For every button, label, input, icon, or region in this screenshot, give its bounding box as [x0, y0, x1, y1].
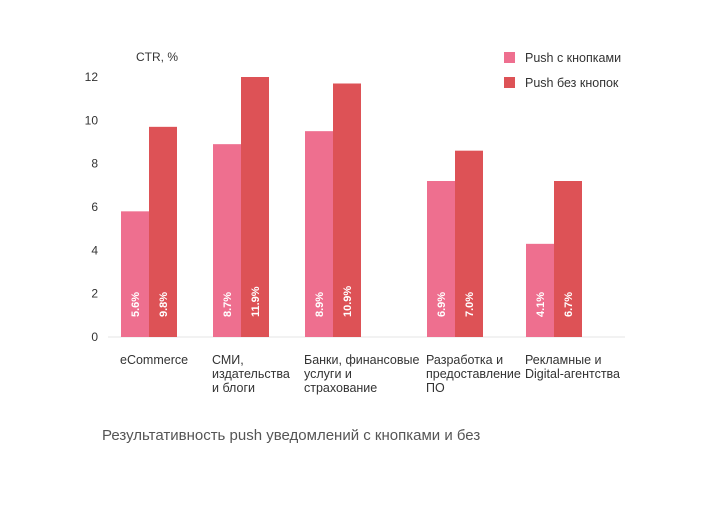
- category-label-line: Digital-агентства: [525, 367, 620, 381]
- bar-with-buttons: [213, 144, 241, 337]
- category-label: СМИ, издательства и блоги: [212, 353, 290, 395]
- bar-value-label: 11.9%: [250, 286, 262, 317]
- category-label-line: предоставление: [426, 367, 521, 381]
- category-label-line: Разработка и: [426, 353, 503, 367]
- bar-without-buttons: [149, 126, 177, 337]
- bar-value-label: 9.8%: [158, 292, 170, 317]
- bar-value-label: 6.7%: [563, 292, 575, 317]
- category-label-line: Рекламные и: [525, 353, 602, 367]
- bar-without-buttons: [333, 83, 361, 337]
- y-axis-label: CTR, %: [136, 50, 178, 64]
- y-tick-label: 6: [91, 200, 98, 214]
- bar-with-buttons: [305, 131, 333, 337]
- category-label: eCommerce: [120, 353, 188, 367]
- category-label-line: СМИ,: [212, 353, 244, 367]
- legend: Push с кнопками Push без кнопок: [504, 51, 621, 90]
- bar-value-label: 8.9%: [314, 292, 326, 317]
- category-label-line: и блоги: [212, 381, 255, 395]
- y-tick-label: 10: [85, 113, 99, 127]
- bar-without-buttons: [241, 77, 269, 337]
- category-label: Банки, финансовые услуги и страхование: [304, 353, 419, 395]
- y-tick-label: 2: [91, 287, 98, 301]
- category-label-line: ПО: [426, 381, 445, 395]
- legend-label: Push без кнопок: [525, 76, 619, 90]
- category-label: Рекламные и Digital-агентства: [525, 353, 620, 381]
- bar-value-label: 10.9%: [342, 286, 354, 317]
- y-tick-label: 0: [91, 330, 98, 344]
- category-label-line: услуги и: [304, 367, 352, 381]
- y-tick-label: 8: [91, 157, 98, 171]
- legend-label: Push с кнопками: [525, 51, 621, 65]
- legend-swatch: [504, 77, 515, 88]
- chart-title: Результативность push уведомлений с кноп…: [102, 427, 480, 444]
- category-labels: eCommerce СМИ, издательства и блоги Банки, ф…: [120, 353, 620, 395]
- y-tick-label: 12: [85, 70, 99, 84]
- bar-without-buttons: [455, 150, 483, 337]
- category-label-line: страхование: [304, 381, 377, 395]
- y-axis-ticks: 0 2 4 6 8 10 12: [85, 70, 99, 344]
- legend-swatch: [504, 52, 515, 63]
- bar-with-buttons: [121, 211, 149, 337]
- bar-value-label: 5.6%: [130, 292, 142, 317]
- category-label-line: Банки, финансовые: [304, 353, 419, 367]
- bar-value-label: 7.0%: [464, 292, 476, 317]
- bar-value-label: 8.7%: [222, 292, 234, 317]
- bar-without-buttons: [554, 181, 582, 337]
- category-label-line: eCommerce: [120, 353, 188, 367]
- bar-value-label: 6.9%: [436, 292, 448, 317]
- y-tick-label: 4: [91, 243, 98, 257]
- bar-value-labels: 5.6% 8.7% 8.9% 6.9% 4.1% 9.8% 11.9% 10.9% 7.0% 6.…: [130, 286, 575, 317]
- category-label-line: издательства: [212, 367, 290, 381]
- bar-with-buttons: [427, 181, 455, 337]
- category-label: Разработка и предоставление ПО: [426, 353, 521, 395]
- bar-value-label: 4.1%: [535, 292, 547, 317]
- bar-with-buttons: [526, 243, 554, 337]
- bars-group: [121, 77, 582, 337]
